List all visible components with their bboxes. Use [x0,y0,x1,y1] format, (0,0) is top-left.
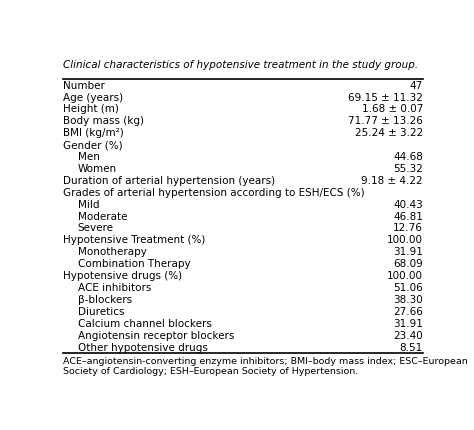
Text: Body mass (kg): Body mass (kg) [63,117,144,126]
Text: 27.66: 27.66 [393,307,423,317]
Text: 12.76: 12.76 [393,224,423,233]
Text: ACE–angiotensin-converting enzyme inhibitors; BMI–body mass index; ESC–European
: ACE–angiotensin-converting enzyme inhibi… [63,357,468,376]
Text: Combination Therapy: Combination Therapy [78,259,190,269]
Text: Duration of arterial hypertension (years): Duration of arterial hypertension (years… [63,176,275,186]
Text: 51.06: 51.06 [393,283,423,293]
Text: Women: Women [78,164,117,174]
Text: Age (years): Age (years) [63,92,123,102]
Text: 31.91: 31.91 [393,319,423,329]
Text: 47: 47 [410,81,423,91]
Text: Men: Men [78,152,100,162]
Text: Diuretics: Diuretics [78,307,124,317]
Text: Moderate: Moderate [78,212,127,221]
Text: 9.18 ± 4.22: 9.18 ± 4.22 [361,176,423,186]
Text: Angiotensin receptor blockers: Angiotensin receptor blockers [78,331,234,341]
Text: Other hypotensive drugs: Other hypotensive drugs [78,343,208,353]
Text: 31.91: 31.91 [393,247,423,257]
Text: 23.40: 23.40 [393,331,423,341]
Text: Hypotensive drugs (%): Hypotensive drugs (%) [63,271,182,281]
Text: β-blockers: β-blockers [78,295,132,305]
Text: Monotherapy: Monotherapy [78,247,146,257]
Text: Severe: Severe [78,224,114,233]
Text: Height (m): Height (m) [63,104,119,114]
Text: Mild: Mild [78,200,99,210]
Text: Number: Number [63,81,105,91]
Text: 46.81: 46.81 [393,212,423,221]
Text: 100.00: 100.00 [387,235,423,246]
Text: 38.30: 38.30 [393,295,423,305]
Text: 1.68 ± 0.07: 1.68 ± 0.07 [362,104,423,114]
Text: 71.77 ± 13.26: 71.77 ± 13.26 [348,117,423,126]
Text: Hypotensive Treatment (%): Hypotensive Treatment (%) [63,235,205,246]
Text: Grades of arterial hypertension according to ESH/ECS (%): Grades of arterial hypertension accordin… [63,188,365,198]
Text: Calcium channel blockers: Calcium channel blockers [78,319,211,329]
Text: 69.15 ± 11.32: 69.15 ± 11.32 [348,92,423,102]
Text: 55.32: 55.32 [393,164,423,174]
Text: Gender (%): Gender (%) [63,140,123,150]
Text: 40.43: 40.43 [393,200,423,210]
Text: 44.68: 44.68 [393,152,423,162]
Text: 100.00: 100.00 [387,271,423,281]
Text: Clinical characteristics of hypotensive treatment in the study group.: Clinical characteristics of hypotensive … [63,60,418,70]
Text: 25.24 ± 3.22: 25.24 ± 3.22 [355,128,423,138]
Text: 68.09: 68.09 [393,259,423,269]
Text: ACE inhibitors: ACE inhibitors [78,283,151,293]
Text: 8.51: 8.51 [400,343,423,353]
Text: BMI (kg/m²): BMI (kg/m²) [63,128,124,138]
